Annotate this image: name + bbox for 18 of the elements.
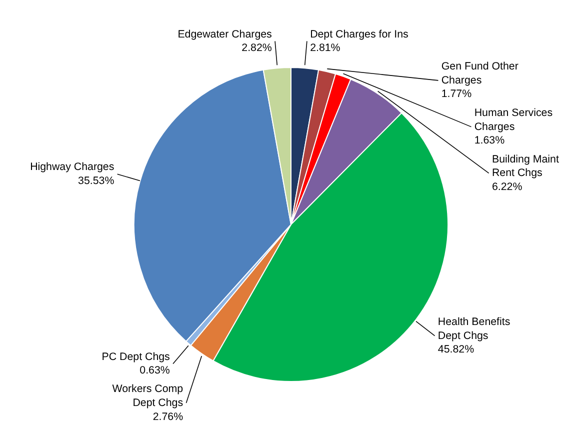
data-label: 2.82%	[242, 42, 272, 54]
slice-label: Health Benefits Dept Chgs	[438, 316, 510, 342]
slice-label: Edgewater Charges	[178, 28, 272, 40]
data-label: 1.63%	[474, 134, 506, 147]
data-label: 2.81%	[310, 42, 341, 54]
slice-label: Building Maint Rent Chgs	[492, 153, 559, 180]
slice-label: Workers Comp Dept Chgs	[112, 383, 184, 410]
data-label: 2.76%	[152, 410, 184, 423]
data-label: 35.53%	[78, 175, 115, 188]
data-label: 6.22%	[492, 181, 523, 194]
slice-label: Highway Charges	[30, 161, 114, 174]
data-label: 0.63%	[140, 364, 170, 377]
slice-label: Human Services Charges	[474, 107, 553, 133]
slice-label: Dept Charges for Ins	[310, 28, 408, 40]
slice-label: PC Dept Chgs	[102, 350, 170, 363]
data-label: 1.77%	[441, 88, 472, 100]
data-label: 45.82%	[438, 344, 475, 356]
slice-label: Gen Fund Other Charges	[441, 60, 519, 86]
